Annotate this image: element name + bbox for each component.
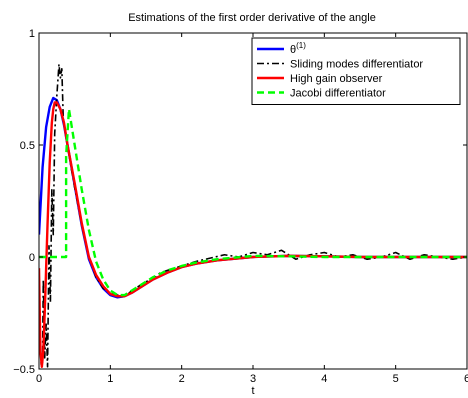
series-line-sliding-modes-differentiator	[39, 63, 467, 368]
x-axis-label: t	[251, 385, 254, 397]
y-tick-label: 0.5	[20, 140, 35, 152]
chart-title: Estimations of the first order derivativ…	[128, 12, 376, 24]
ticks-layer: 0 1 2 3 4 5 6−0.500.51	[13, 28, 468, 385]
series-line-high-gain-observer	[39, 101, 467, 368]
legend-entry: Jacobi differentiator	[290, 88, 386, 100]
legend-entry: Sliding modes differentiator	[290, 59, 423, 71]
y-tick-label: 1	[29, 28, 35, 40]
y-tick-label: 0	[29, 252, 35, 264]
legend: θ(1) Sliding modes differentiator High gai…	[251, 37, 461, 105]
series-line-jacobi-differentiator	[39, 107, 467, 297]
x-tick-label: 2	[179, 373, 185, 385]
x-tick-label: 4	[321, 373, 327, 385]
legend-entry: High gain observer	[290, 73, 383, 85]
x-tick-label: 1	[107, 373, 113, 385]
series-line-1	[39, 96, 467, 299]
x-tick-label: 5	[393, 373, 399, 385]
x-tick-label: 6	[464, 373, 468, 385]
legend-box	[251, 37, 461, 105]
plot-layer	[39, 63, 467, 368]
x-tick-label: 3	[250, 373, 256, 385]
x-tick-label: 0	[36, 373, 42, 385]
y-tick-label: −0.5	[13, 364, 35, 376]
legend-entry: θ(1)	[290, 41, 306, 56]
